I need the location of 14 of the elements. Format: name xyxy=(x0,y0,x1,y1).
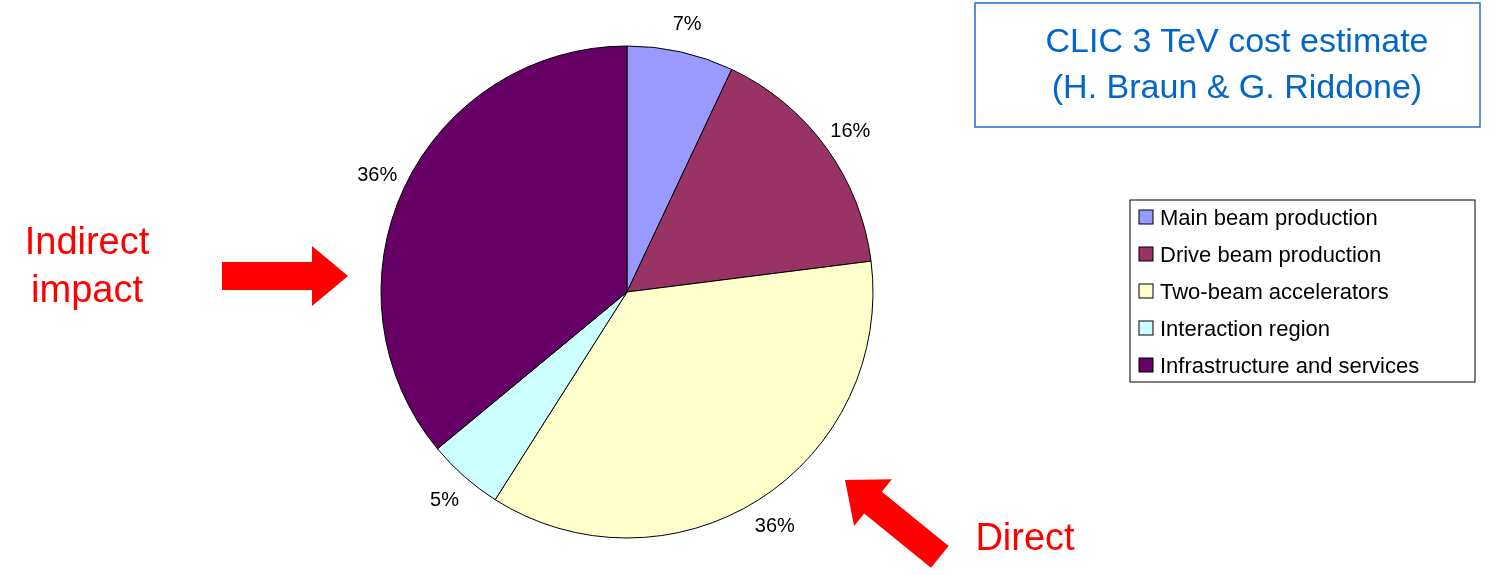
data-label: 36% xyxy=(754,514,796,537)
data-label: 5% xyxy=(430,488,460,511)
legend-label: Main beam production xyxy=(1160,204,1378,230)
legend-label: Two-beam accelerators xyxy=(1160,278,1389,304)
text: Indirect impact xyxy=(24,220,150,310)
data-label: 7% xyxy=(672,11,702,34)
text: (H. Braun & G. Riddone) xyxy=(1051,67,1423,105)
legend-label: Drive beam production xyxy=(1160,241,1382,267)
data-label: 36% xyxy=(357,163,398,186)
chart-title: CLIC 3 TeV cost estimate xyxy=(1045,21,1429,59)
legend-label: Infrastructure and services xyxy=(1160,352,1420,378)
text: Direct xyxy=(975,516,1076,558)
legend-label: Interaction region xyxy=(1160,315,1330,341)
data-label: 16% xyxy=(830,118,871,141)
